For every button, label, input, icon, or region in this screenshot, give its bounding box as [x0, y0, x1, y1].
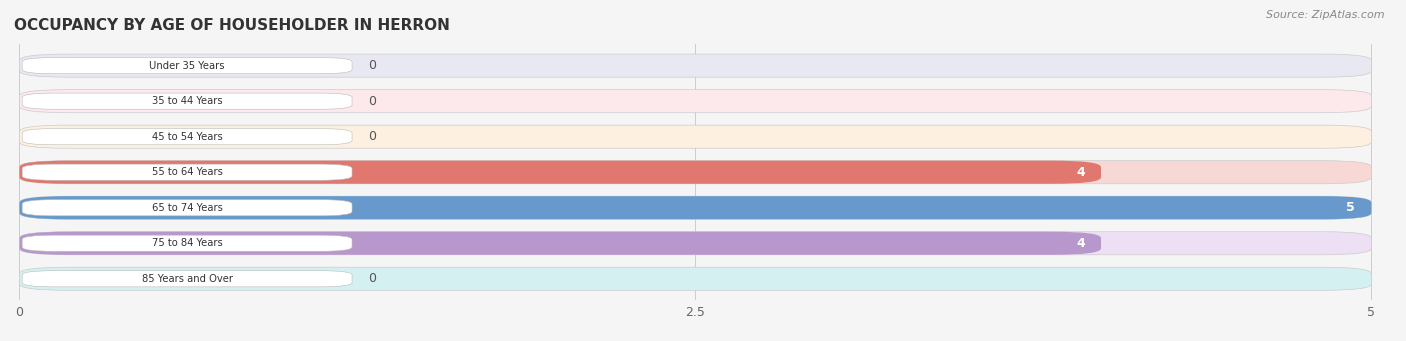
Text: 55 to 64 Years: 55 to 64 Years [152, 167, 222, 177]
FancyBboxPatch shape [20, 232, 1371, 255]
FancyBboxPatch shape [20, 232, 1101, 255]
FancyBboxPatch shape [22, 93, 351, 109]
Text: 0: 0 [368, 130, 377, 143]
Text: 5: 5 [1347, 201, 1355, 214]
Text: Source: ZipAtlas.com: Source: ZipAtlas.com [1267, 10, 1385, 20]
Text: 4: 4 [1076, 237, 1085, 250]
Text: OCCUPANCY BY AGE OF HOUSEHOLDER IN HERRON: OCCUPANCY BY AGE OF HOUSEHOLDER IN HERRO… [14, 18, 450, 33]
FancyBboxPatch shape [22, 199, 351, 216]
Text: 35 to 44 Years: 35 to 44 Years [152, 96, 222, 106]
FancyBboxPatch shape [22, 235, 351, 251]
FancyBboxPatch shape [20, 196, 1371, 219]
Text: 0: 0 [368, 95, 377, 108]
Text: 4: 4 [1076, 166, 1085, 179]
Text: 0: 0 [368, 59, 377, 72]
FancyBboxPatch shape [20, 161, 1101, 184]
FancyBboxPatch shape [20, 161, 1371, 184]
FancyBboxPatch shape [20, 267, 1371, 290]
Text: 65 to 74 Years: 65 to 74 Years [152, 203, 222, 213]
Text: Under 35 Years: Under 35 Years [149, 61, 225, 71]
FancyBboxPatch shape [22, 164, 351, 180]
Text: 75 to 84 Years: 75 to 84 Years [152, 238, 222, 248]
FancyBboxPatch shape [20, 90, 1371, 113]
FancyBboxPatch shape [22, 271, 351, 287]
Text: 45 to 54 Years: 45 to 54 Years [152, 132, 222, 142]
Text: 0: 0 [368, 272, 377, 285]
FancyBboxPatch shape [22, 129, 351, 145]
FancyBboxPatch shape [20, 54, 1371, 77]
FancyBboxPatch shape [20, 125, 1371, 148]
Text: 85 Years and Over: 85 Years and Over [142, 274, 232, 284]
FancyBboxPatch shape [22, 58, 351, 74]
FancyBboxPatch shape [20, 196, 1371, 219]
